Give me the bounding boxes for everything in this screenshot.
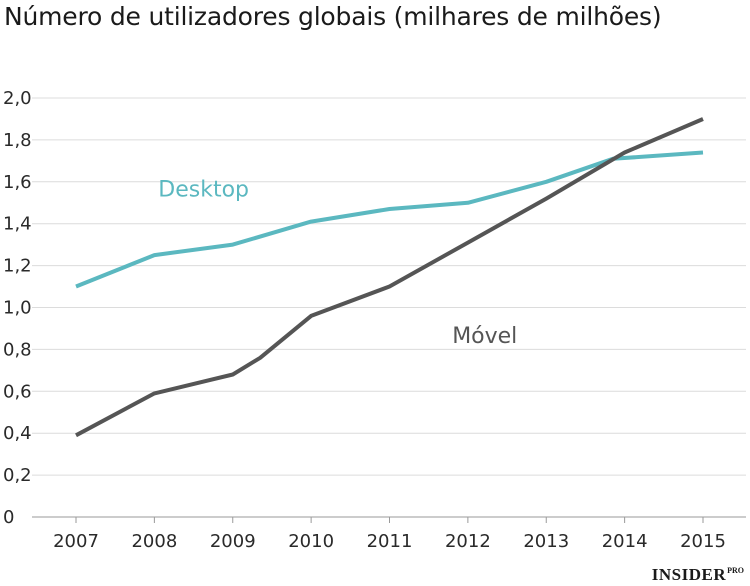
series-line-movel (75, 117, 704, 438)
y-tick-label: 1,0 (3, 298, 32, 319)
axis-layer (32, 516, 746, 523)
y-tick-label: 1,2 (3, 256, 32, 277)
x-tick-label: 2012 (445, 531, 491, 552)
x-tick-label: 2013 (523, 531, 569, 552)
series-label-movel: Móvel (452, 324, 517, 349)
series-layer (75, 117, 704, 438)
x-tick-label: 2007 (53, 531, 99, 552)
y-tick-label: 2,0 (3, 88, 32, 109)
insider-pro-logo: INSIDERPRO (652, 566, 744, 583)
y-tick-label: 0,6 (3, 381, 32, 402)
y-tick-label: 0 (3, 507, 14, 528)
x-tick-label: 2014 (602, 531, 648, 552)
annotation-layer: Desktop Móvel (158, 177, 517, 349)
series-line-desktop (75, 150, 704, 289)
x-tick-label: 2015 (680, 531, 726, 552)
x-tick-label: 2011 (367, 531, 413, 552)
x-tick-label: 2008 (131, 531, 177, 552)
y-tick-label: 0,2 (3, 465, 32, 486)
y-tick-label: 1,4 (3, 214, 32, 235)
y-tick-label: 0,8 (3, 339, 32, 360)
x-tick-label: 2010 (288, 531, 334, 552)
y-tick-labels: 0 0,2 0,4 0,6 0,8 1,0 1,2 1,4 1,6 1,8 2,0 (3, 88, 32, 528)
logo-brand: INSIDER (651, 565, 727, 584)
series-label-desktop: Desktop (158, 177, 249, 202)
y-tick-label: 1,8 (3, 130, 32, 151)
x-tick-labels: 2007 2008 2009 2010 2011 2012 2013 2014 2015 (53, 531, 726, 552)
y-tick-label: 0,4 (3, 423, 32, 444)
y-tick-label: 1,6 (3, 172, 32, 193)
logo-suffix: PRO (727, 566, 744, 575)
grid-layer (32, 97, 746, 476)
chart-title: Número de utilizadores globais (milhares… (4, 2, 662, 31)
x-tick-label: 2009 (210, 531, 256, 552)
